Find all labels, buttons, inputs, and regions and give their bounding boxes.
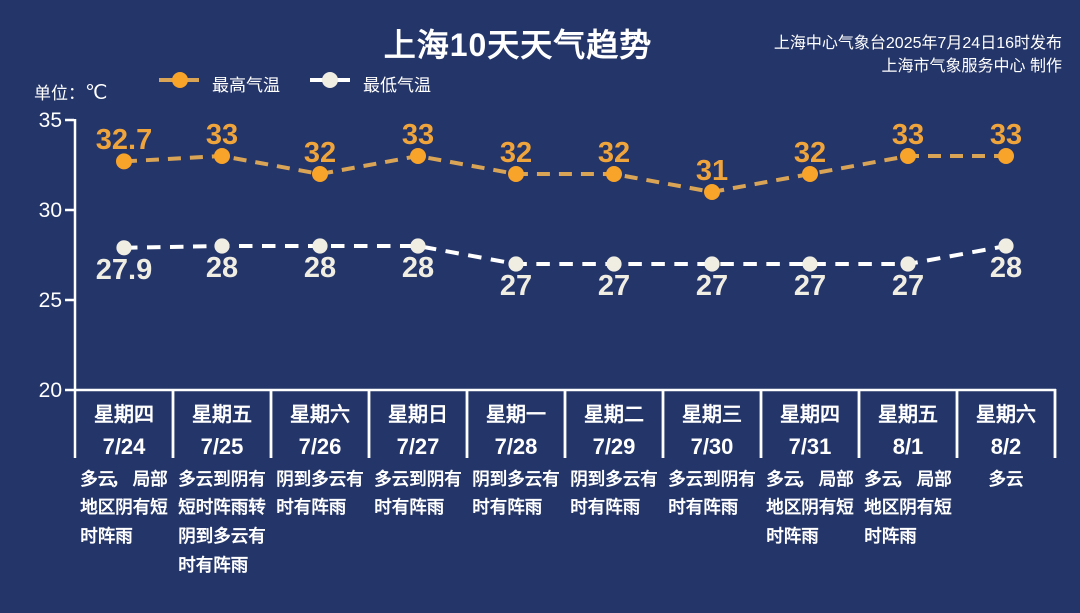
- svg-text:25: 25: [39, 289, 62, 312]
- svg-text:20: 20: [39, 379, 62, 402]
- svg-text:35: 35: [39, 109, 62, 132]
- svg-text:30: 30: [39, 199, 62, 222]
